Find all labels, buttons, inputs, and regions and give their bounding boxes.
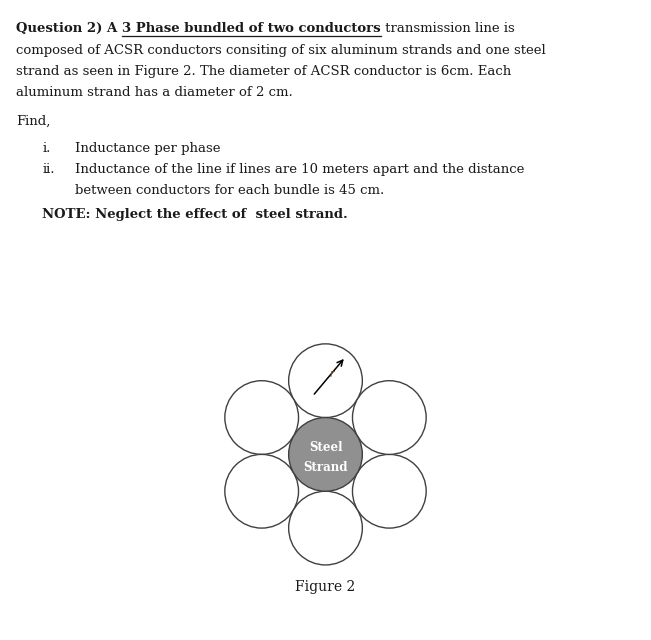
Text: Question 2) A: Question 2) A bbox=[16, 22, 122, 35]
Text: strand as seen in Figure 2. The diameter of ACSR conductor is 6cm. Each: strand as seen in Figure 2. The diameter… bbox=[16, 65, 512, 77]
Circle shape bbox=[288, 492, 363, 565]
Text: Inductance of the line if lines are 10 meters apart and the distance: Inductance of the line if lines are 10 m… bbox=[75, 163, 524, 176]
Text: ii.: ii. bbox=[42, 163, 55, 176]
Text: 3 Phase bundled of two conductors: 3 Phase bundled of two conductors bbox=[122, 22, 381, 35]
Circle shape bbox=[225, 454, 299, 528]
Text: aluminum strand has a diameter of 2 cm.: aluminum strand has a diameter of 2 cm. bbox=[16, 86, 293, 99]
Text: between conductors for each bundle is 45 cm.: between conductors for each bundle is 45… bbox=[75, 184, 384, 197]
Text: Inductance per phase: Inductance per phase bbox=[75, 142, 221, 155]
Text: Steel: Steel bbox=[309, 441, 342, 454]
Circle shape bbox=[288, 344, 363, 417]
Text: composed of ACSR conductors consiting of six aluminum strands and one steel: composed of ACSR conductors consiting of… bbox=[16, 44, 546, 56]
Text: i.: i. bbox=[42, 142, 51, 155]
Circle shape bbox=[225, 381, 299, 454]
Text: r: r bbox=[329, 369, 333, 379]
Circle shape bbox=[352, 454, 426, 528]
Text: Strand: Strand bbox=[303, 461, 348, 474]
Circle shape bbox=[288, 417, 363, 492]
Text: NOTE: Neglect the effect of  steel strand.: NOTE: Neglect the effect of steel strand… bbox=[42, 207, 348, 221]
Circle shape bbox=[352, 381, 426, 454]
Text: Figure 2: Figure 2 bbox=[296, 580, 355, 594]
Text: Find,: Find, bbox=[16, 115, 51, 127]
Text: transmission line is: transmission line is bbox=[381, 22, 514, 35]
